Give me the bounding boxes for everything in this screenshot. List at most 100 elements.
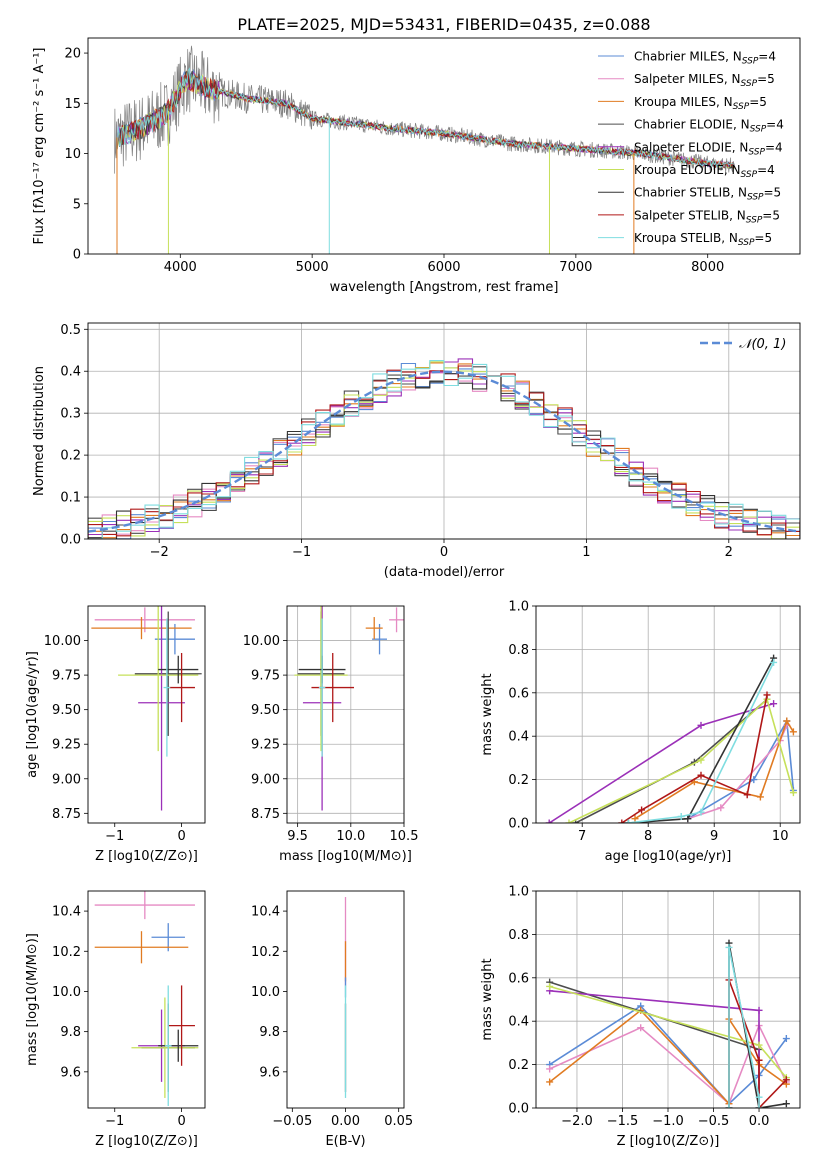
weight-series-line bbox=[575, 698, 768, 823]
tick-label-x: −0.05 bbox=[272, 1114, 312, 1129]
tick-label-y: 9.50 bbox=[52, 703, 81, 718]
residual-histogram bbox=[88, 360, 800, 539]
tick-label-y: 10.4 bbox=[251, 905, 280, 920]
axes-frame bbox=[286, 605, 405, 824]
model-spectrum-line bbox=[116, 67, 735, 169]
chart-mass-vs-EBV: −0.05 0.00 0.05 9.6 9.8 10.0 10.2 10.4 E(B-V) bbox=[251, 890, 413, 1149]
weight-marker bbox=[770, 658, 778, 666]
x-axis-label: wavelength [Angstrom, rest frame] bbox=[330, 280, 559, 295]
tick-label-y: 10.0 bbox=[251, 985, 280, 1000]
weight-series-line bbox=[687, 718, 795, 820]
tick-label-y: 9.00 bbox=[251, 772, 280, 787]
tick-label-x: −2 bbox=[150, 545, 169, 560]
legend-entry: Chabrier STELIB, NSSP=5 bbox=[634, 186, 781, 203]
x-axis-label: E(B-V) bbox=[325, 1134, 365, 1149]
weight-marker bbox=[545, 819, 553, 823]
tick-label-y: 0.8 bbox=[508, 643, 529, 658]
weight-marker bbox=[725, 943, 733, 951]
model-spectrum-line bbox=[116, 73, 735, 168]
tick-label-y: 0.0 bbox=[60, 533, 81, 548]
tick-label-y: 15 bbox=[64, 97, 81, 112]
tick-label-x: 10.5 bbox=[390, 829, 419, 844]
tick-label-y: 10.00 bbox=[243, 634, 280, 649]
weight-marker bbox=[782, 1100, 790, 1108]
tick-label-y: 20 bbox=[64, 47, 81, 62]
y-axis-label: mass weight bbox=[480, 958, 495, 1040]
tick-label-x: 0.05 bbox=[384, 1114, 413, 1129]
plot-area bbox=[91, 606, 202, 811]
x-axis-label: age [log10(age/yr)] bbox=[605, 849, 732, 864]
tick-label-y: 10.0 bbox=[52, 985, 81, 1000]
weight-marker bbox=[725, 1104, 733, 1108]
legend-entry: Salpeter MILES, NSSP=5 bbox=[634, 72, 775, 89]
tick-label-y: 10.2 bbox=[251, 945, 280, 960]
tick-label-y: 1.0 bbox=[508, 600, 529, 615]
tick-label-y: 0.0 bbox=[508, 1102, 529, 1117]
weight-marker bbox=[743, 791, 751, 799]
tick-label-y: 10 bbox=[64, 147, 81, 162]
weight-marker bbox=[697, 721, 705, 729]
weight-marker bbox=[763, 691, 771, 699]
tick-label-y: 0.1 bbox=[60, 491, 81, 506]
tick-label-x: −1.0 bbox=[652, 1114, 684, 1129]
x-axis-label: Z [log10(Z/Z⊙)] bbox=[617, 1134, 720, 1149]
tick-label-y: 9.75 bbox=[52, 669, 81, 684]
legend-entry: Chabrier MILES, NSSP=4 bbox=[634, 50, 776, 67]
tick-label-x: 9 bbox=[710, 829, 718, 844]
tick-label-y: 0.3 bbox=[60, 407, 81, 422]
tick-label-y: 0.2 bbox=[508, 1058, 529, 1073]
tick-label-x: 0 bbox=[177, 829, 185, 844]
chart-spectrum: 4000 5000 6000 7000 8000 0 5 10 15 20 wavelength [… bbox=[32, 37, 801, 295]
tick-label-y: 0.6 bbox=[508, 686, 529, 701]
weight-marker bbox=[755, 1006, 763, 1014]
y-axis-label: mass weight bbox=[480, 673, 495, 755]
tick-label-y: 9.75 bbox=[251, 669, 280, 684]
weight-marker bbox=[697, 756, 705, 764]
y-axis-label: Normed distribution bbox=[32, 366, 47, 496]
normal-curve bbox=[88, 370, 800, 533]
weight-series-line bbox=[628, 662, 775, 823]
tick-label-y: 0.4 bbox=[508, 730, 529, 745]
tick-label-x: 10.0 bbox=[336, 829, 365, 844]
tick-label-y: 9.50 bbox=[251, 703, 280, 718]
legend-entry: Kroupa STELIB, NSSP=5 bbox=[634, 231, 772, 248]
tick-label-y: 0.2 bbox=[508, 773, 529, 788]
weight-series-line bbox=[568, 697, 795, 823]
tick-label-y: 0.6 bbox=[508, 971, 529, 986]
weight-marker bbox=[546, 1078, 554, 1086]
tick-label-x: 4000 bbox=[164, 260, 197, 275]
tick-label-y: 8.75 bbox=[251, 807, 280, 822]
tick-label-y: 9.8 bbox=[259, 1025, 280, 1040]
x-axis-label: (data-model)/error bbox=[384, 565, 505, 580]
legend-entry: Salpeter STELIB, NSSP=5 bbox=[634, 208, 780, 225]
weight-marker bbox=[565, 819, 573, 823]
legend-entry: Chabrier ELODIE, NSSP=4 bbox=[634, 118, 784, 135]
tick-label-y: 9.6 bbox=[60, 1065, 81, 1080]
chart-residuals: −2 −1 0 1 2 0.0 0.1 0.2 0.3 0.4 0.5 (data-model)/er… bbox=[32, 322, 801, 580]
tick-label-x: 0.00 bbox=[331, 1114, 360, 1129]
tick-label-y: 0.8 bbox=[508, 928, 529, 943]
weight-marker bbox=[770, 700, 778, 708]
plot-area bbox=[294, 606, 404, 811]
chart-weight-vs-age: 7 8 9 10 0.0 0.2 0.4 0.6 0.8 1.0 age [log10(age/yr… bbox=[480, 600, 801, 864]
x-axis-label: Z [log10(Z/Z⊙)] bbox=[95, 849, 198, 864]
tick-label-x: 8000 bbox=[691, 260, 724, 275]
tick-label-y: 0.4 bbox=[60, 365, 81, 380]
tick-label-x: 9.5 bbox=[287, 829, 308, 844]
weight-marker bbox=[789, 728, 797, 736]
legend-entry: Salpeter ELODIE, NSSP=4 bbox=[634, 140, 783, 157]
tick-label-x: −0.5 bbox=[698, 1114, 730, 1129]
weight-marker bbox=[618, 819, 626, 823]
plot-area bbox=[94, 891, 199, 1106]
weight-series-line bbox=[628, 657, 775, 823]
weight-marker bbox=[697, 808, 705, 816]
weight-marker bbox=[750, 776, 758, 784]
legend-entry: 𝒩(0, 1) bbox=[739, 337, 786, 352]
weight-marker bbox=[755, 1056, 763, 1064]
plot-area bbox=[88, 358, 800, 539]
tick-label-x: 0.0 bbox=[749, 1114, 770, 1129]
weight-marker bbox=[756, 793, 764, 801]
tick-label-y: 10.4 bbox=[52, 905, 81, 920]
tick-label-x: 10 bbox=[772, 829, 789, 844]
